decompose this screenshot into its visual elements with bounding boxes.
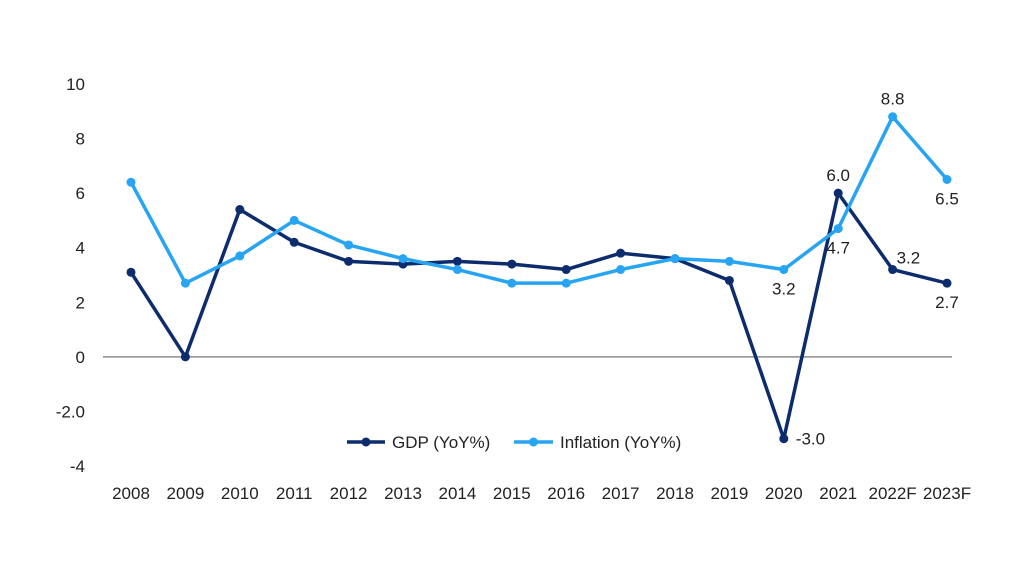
x-tick-label: 2022F bbox=[868, 484, 916, 503]
x-tick-label: 2023F bbox=[923, 484, 971, 503]
y-tick-label: -4 bbox=[70, 457, 85, 476]
x-tick-label: 2018 bbox=[656, 484, 694, 503]
data-point-inflation bbox=[235, 251, 245, 261]
series-line-gdp bbox=[129, 191, 949, 441]
y-tick-label: 8 bbox=[76, 130, 85, 149]
data-point-gdp bbox=[833, 188, 843, 198]
data-point-gdp bbox=[344, 256, 354, 266]
data-point-gdp bbox=[452, 256, 462, 266]
y-tick-label: -2.0 bbox=[56, 402, 85, 421]
legend-label-gdp: GDP (YoY%) bbox=[392, 433, 490, 452]
data-label: 6.0 bbox=[826, 166, 850, 185]
data-point-gdp bbox=[126, 267, 136, 277]
x-tick-label: 2012 bbox=[330, 484, 368, 503]
data-label: -3.0 bbox=[796, 430, 825, 449]
y-tick-label: 4 bbox=[76, 239, 85, 258]
data-point-gdp bbox=[561, 265, 571, 275]
data-point-inflation bbox=[561, 278, 571, 288]
data-point-gdp bbox=[180, 352, 190, 362]
data-point-inflation bbox=[180, 278, 190, 288]
x-tick-label: 2013 bbox=[384, 484, 422, 503]
x-tick-label: 2017 bbox=[602, 484, 640, 503]
x-tick-label: 2015 bbox=[493, 484, 531, 503]
x-tick-label: 2021 bbox=[819, 484, 857, 503]
data-point-gdp bbox=[235, 205, 245, 215]
data-point-inflation bbox=[724, 256, 734, 266]
data-label: 2.7 bbox=[935, 293, 959, 312]
data-label: 8.8 bbox=[881, 90, 905, 109]
x-tick-label: 2014 bbox=[438, 484, 476, 503]
data-label: 3.2 bbox=[772, 280, 796, 299]
data-point-inflation bbox=[670, 254, 680, 264]
x-tick-label: 2011 bbox=[276, 484, 313, 503]
data-point-inflation bbox=[779, 265, 789, 275]
data-point-inflation bbox=[616, 265, 626, 275]
data-point-inflation bbox=[289, 215, 299, 225]
x-tick-label: 2009 bbox=[166, 484, 204, 503]
data-point-gdp bbox=[942, 278, 952, 288]
y-tick-label: 6 bbox=[76, 184, 85, 203]
data-point-inflation bbox=[126, 177, 136, 187]
data-point-inflation bbox=[888, 112, 898, 122]
data-point-gdp bbox=[507, 259, 517, 269]
data-point-gdp bbox=[724, 275, 734, 285]
data-point-inflation bbox=[507, 278, 517, 288]
y-tick-label: 2 bbox=[76, 293, 85, 312]
x-tick-label: 2019 bbox=[710, 484, 748, 503]
legend-marker-inflation bbox=[529, 437, 538, 447]
data-point-gdp bbox=[779, 434, 789, 444]
x-tick-label: 2008 bbox=[112, 484, 150, 503]
data-point-inflation bbox=[452, 265, 462, 275]
y-tick-label: 10 bbox=[66, 75, 85, 94]
legend-marker-gdp bbox=[361, 437, 371, 447]
x-tick-label: 2020 bbox=[765, 484, 803, 503]
data-point-inflation bbox=[344, 240, 354, 250]
data-point-inflation bbox=[942, 175, 952, 184]
series-line-inflation bbox=[129, 114, 949, 285]
data-label: 3.2 bbox=[897, 249, 921, 268]
data-label: 4.7 bbox=[826, 239, 850, 258]
data-point-inflation bbox=[833, 224, 843, 234]
data-point-gdp bbox=[616, 248, 626, 258]
data-point-gdp bbox=[888, 265, 898, 275]
x-tick-label: 2016 bbox=[547, 484, 585, 503]
data-point-inflation bbox=[398, 254, 408, 264]
y-tick-label: 0 bbox=[76, 348, 85, 367]
data-point-gdp bbox=[289, 237, 299, 247]
legend-label-inflation: Inflation (YoY%) bbox=[560, 433, 681, 452]
x-tick-label: 2010 bbox=[221, 484, 259, 503]
data-label: 6.5 bbox=[935, 190, 959, 209]
